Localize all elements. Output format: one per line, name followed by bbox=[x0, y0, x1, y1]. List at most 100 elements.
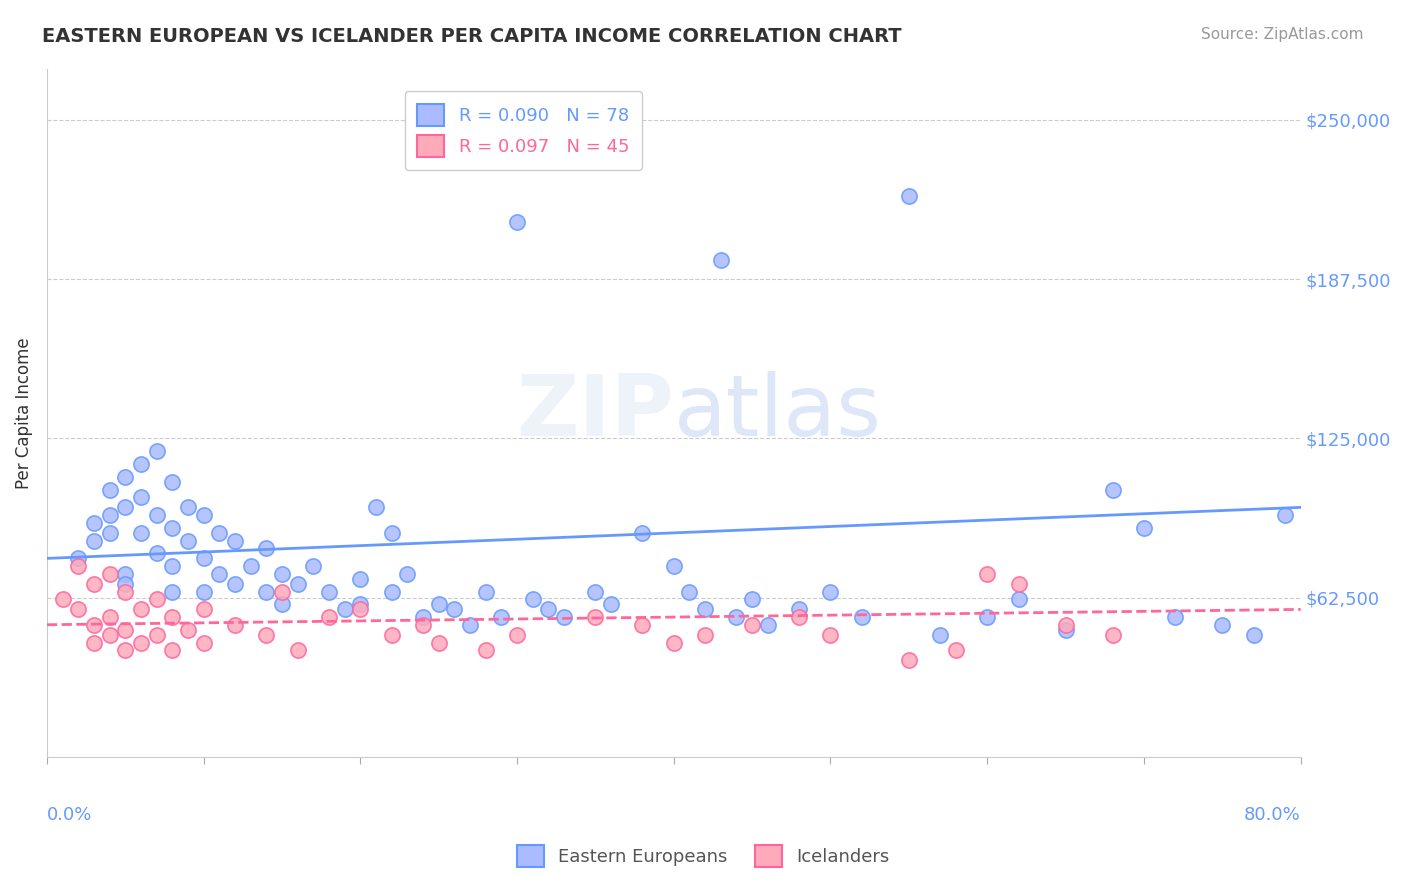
Point bbox=[98, 628, 121, 642]
Point bbox=[396, 566, 419, 581]
Point bbox=[349, 602, 371, 616]
Text: 80.0%: 80.0% bbox=[1244, 805, 1301, 823]
Point bbox=[976, 610, 998, 624]
Point bbox=[741, 592, 763, 607]
Point bbox=[600, 597, 623, 611]
Point bbox=[302, 559, 325, 574]
Point bbox=[443, 602, 465, 616]
Point bbox=[1007, 577, 1029, 591]
Point bbox=[114, 584, 136, 599]
Point bbox=[177, 500, 200, 515]
Point bbox=[631, 525, 654, 540]
Point bbox=[98, 483, 121, 497]
Point bbox=[224, 617, 246, 632]
Point bbox=[98, 566, 121, 581]
Text: ZIP: ZIP bbox=[516, 371, 673, 454]
Point bbox=[522, 592, 544, 607]
Point bbox=[224, 577, 246, 591]
Point bbox=[114, 643, 136, 657]
Legend: R = 0.090   N = 78, R = 0.097   N = 45: R = 0.090 N = 78, R = 0.097 N = 45 bbox=[405, 91, 643, 169]
Point bbox=[945, 643, 967, 657]
Point bbox=[162, 559, 184, 574]
Point bbox=[193, 602, 215, 616]
Legend: Eastern Europeans, Icelanders: Eastern Europeans, Icelanders bbox=[509, 838, 897, 874]
Text: atlas: atlas bbox=[673, 371, 882, 454]
Point bbox=[239, 559, 262, 574]
Point bbox=[474, 643, 496, 657]
Point bbox=[1054, 623, 1077, 637]
Point bbox=[162, 643, 184, 657]
Point bbox=[474, 584, 496, 599]
Point bbox=[271, 597, 294, 611]
Point bbox=[114, 566, 136, 581]
Point bbox=[67, 602, 90, 616]
Point bbox=[98, 525, 121, 540]
Point bbox=[1054, 617, 1077, 632]
Point bbox=[506, 214, 529, 228]
Point bbox=[193, 584, 215, 599]
Point bbox=[271, 584, 294, 599]
Point bbox=[67, 551, 90, 566]
Point bbox=[1211, 617, 1233, 632]
Point bbox=[98, 508, 121, 522]
Point bbox=[381, 584, 404, 599]
Point bbox=[1007, 592, 1029, 607]
Point bbox=[820, 584, 842, 599]
Point bbox=[129, 490, 152, 504]
Point bbox=[287, 577, 309, 591]
Point bbox=[193, 551, 215, 566]
Point bbox=[287, 643, 309, 657]
Point bbox=[145, 444, 167, 458]
Point bbox=[631, 617, 654, 632]
Point bbox=[349, 572, 371, 586]
Point bbox=[145, 546, 167, 560]
Point bbox=[897, 653, 920, 667]
Point bbox=[193, 635, 215, 649]
Point bbox=[787, 610, 810, 624]
Point bbox=[177, 623, 200, 637]
Point bbox=[145, 508, 167, 522]
Point bbox=[583, 584, 606, 599]
Point bbox=[1274, 508, 1296, 522]
Point bbox=[333, 602, 356, 616]
Point bbox=[254, 584, 277, 599]
Point bbox=[254, 628, 277, 642]
Point bbox=[381, 525, 404, 540]
Point bbox=[897, 189, 920, 203]
Point bbox=[412, 617, 434, 632]
Point bbox=[1133, 521, 1156, 535]
Point bbox=[162, 584, 184, 599]
Point bbox=[820, 628, 842, 642]
Point bbox=[1243, 628, 1265, 642]
Point bbox=[271, 566, 294, 581]
Point bbox=[114, 623, 136, 637]
Point bbox=[318, 610, 340, 624]
Point bbox=[412, 610, 434, 624]
Point bbox=[193, 508, 215, 522]
Point bbox=[1101, 483, 1123, 497]
Point bbox=[741, 617, 763, 632]
Point bbox=[162, 521, 184, 535]
Point bbox=[583, 610, 606, 624]
Point bbox=[162, 610, 184, 624]
Point bbox=[114, 577, 136, 591]
Point bbox=[129, 602, 152, 616]
Point bbox=[98, 610, 121, 624]
Point bbox=[129, 525, 152, 540]
Point bbox=[83, 617, 105, 632]
Point bbox=[67, 559, 90, 574]
Point bbox=[318, 584, 340, 599]
Text: 0.0%: 0.0% bbox=[46, 805, 93, 823]
Point bbox=[491, 610, 513, 624]
Point bbox=[129, 457, 152, 471]
Point bbox=[506, 628, 529, 642]
Point bbox=[427, 597, 450, 611]
Point bbox=[725, 610, 748, 624]
Point bbox=[364, 500, 387, 515]
Point bbox=[83, 577, 105, 591]
Y-axis label: Per Capita Income: Per Capita Income bbox=[15, 337, 32, 489]
Point bbox=[787, 602, 810, 616]
Point bbox=[129, 635, 152, 649]
Point bbox=[51, 592, 73, 607]
Point bbox=[710, 252, 733, 267]
